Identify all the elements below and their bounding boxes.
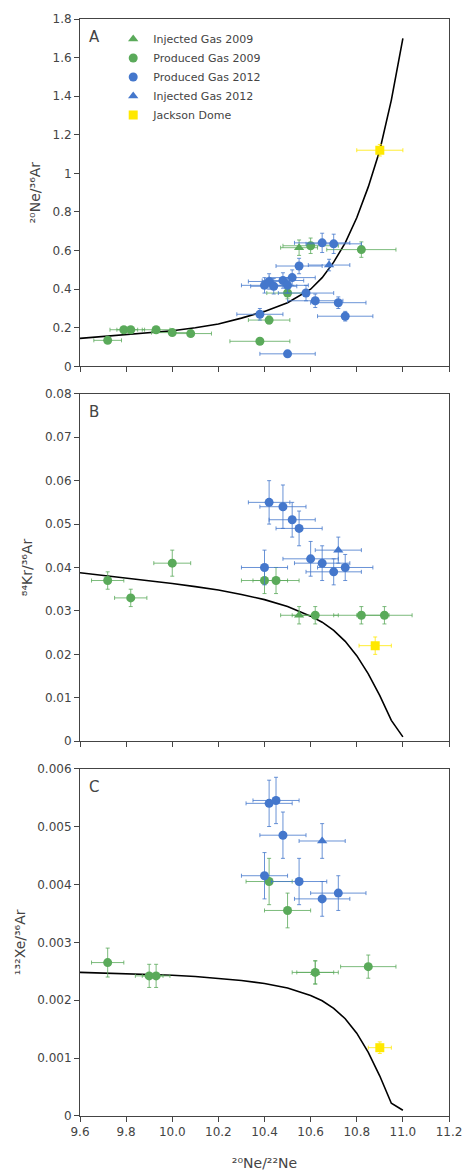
svg-text:0.002: 0.002 [37, 993, 71, 1007]
svg-text:⁸⁴Kr/³⁶Ar: ⁸⁴Kr/³⁶Ar [19, 539, 35, 597]
svg-text:1.6: 1.6 [53, 51, 72, 65]
svg-text:0.08: 0.08 [45, 387, 72, 401]
svg-text:0.07: 0.07 [45, 430, 72, 444]
svg-text:0.8: 0.8 [53, 205, 72, 219]
svg-text:Jackson Dome: Jackson Dome [152, 109, 231, 122]
svg-text:9.6: 9.6 [70, 1125, 89, 1139]
svg-text:10.0: 10.0 [159, 1125, 186, 1139]
svg-text:0.004: 0.004 [37, 878, 71, 892]
svg-text:²⁰Ne/³⁶Ar: ²⁰Ne/³⁶Ar [27, 162, 43, 224]
svg-text:0.4: 0.4 [53, 282, 72, 296]
svg-text:0.06: 0.06 [45, 474, 72, 488]
svg-text:Produced Gas 2012: Produced Gas 2012 [153, 71, 260, 84]
svg-text:0.05: 0.05 [45, 517, 72, 531]
svg-text:0.006: 0.006 [37, 762, 71, 776]
svg-text:10.4: 10.4 [251, 1125, 278, 1139]
svg-text:Injected Gas 2012: Injected Gas 2012 [153, 90, 253, 103]
svg-text:9.8: 9.8 [117, 1125, 136, 1139]
svg-text:0.001: 0.001 [37, 1051, 71, 1065]
svg-text:C: C [89, 778, 99, 796]
svg-text:0.01: 0.01 [45, 691, 72, 705]
svg-text:10.2: 10.2 [205, 1125, 232, 1139]
svg-text:²⁰Ne/²²Ne: ²⁰Ne/²²Ne [232, 1155, 297, 1171]
svg-text:Produced Gas 2009: Produced Gas 2009 [153, 52, 260, 65]
svg-text:0.005: 0.005 [37, 820, 71, 834]
svg-text:0.6: 0.6 [53, 244, 72, 258]
svg-text:11.0: 11.0 [390, 1125, 417, 1139]
svg-text:0.04: 0.04 [45, 561, 72, 575]
svg-text:11.2: 11.2 [436, 1125, 463, 1139]
svg-text:0.02: 0.02 [45, 648, 72, 662]
svg-text:0.003: 0.003 [37, 936, 71, 950]
svg-text:Injected Gas 2009: Injected Gas 2009 [153, 33, 253, 46]
svg-text:¹³²Xe/³⁶Ar: ¹³²Xe/³⁶Ar [12, 909, 28, 975]
svg-text:0: 0 [64, 1109, 72, 1123]
svg-text:1.8: 1.8 [53, 12, 72, 26]
svg-text:B: B [89, 403, 99, 421]
svg-text:0.2: 0.2 [53, 321, 72, 335]
svg-text:1.2: 1.2 [53, 128, 72, 142]
svg-text:0: 0 [64, 360, 72, 374]
svg-text:10.8: 10.8 [343, 1125, 370, 1139]
svg-text:1: 1 [64, 167, 72, 181]
svg-text:A: A [89, 28, 100, 46]
svg-text:10.6: 10.6 [297, 1125, 324, 1139]
svg-text:0: 0 [64, 734, 72, 748]
svg-text:1.4: 1.4 [53, 89, 72, 103]
svg-text:0.03: 0.03 [45, 604, 72, 618]
